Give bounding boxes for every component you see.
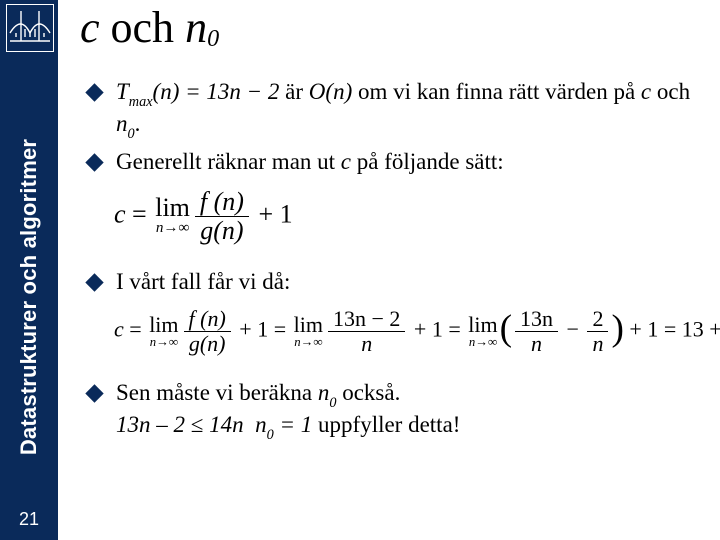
eq2-lim2-top: lim bbox=[294, 314, 323, 336]
bullet-icon bbox=[85, 154, 103, 172]
bridge-logo-icon bbox=[6, 4, 54, 52]
eq2-f3b-num: 2 bbox=[587, 308, 608, 332]
eq1-c: c bbox=[114, 199, 126, 228]
b2-a: Generellt räknar man ut bbox=[116, 149, 341, 174]
eq2-f1-num: f (n) bbox=[184, 308, 231, 332]
b1-eq: = 13n − 2 bbox=[179, 79, 279, 104]
bullet-icon bbox=[85, 83, 103, 101]
eq2-f2-num-t: 13n − 2 bbox=[333, 306, 400, 331]
eq2-frac3a: 13nn bbox=[515, 308, 558, 355]
eq1-lim-sub: n→∞ bbox=[155, 221, 190, 236]
body: Tmax(n) = 13n − 2 är O(n) om vi kan finn… bbox=[88, 78, 700, 449]
eq1-lim: limn→∞ bbox=[155, 195, 190, 236]
bullet-4: Sen måste vi beräkna n0 också. 13n – 2 ≤… bbox=[88, 379, 700, 443]
eq2-c: c bbox=[114, 316, 124, 341]
title-n: n bbox=[185, 3, 207, 52]
b4-l1b: också. bbox=[336, 380, 400, 405]
eq2-minus: − bbox=[561, 316, 584, 341]
b1-c: c bbox=[641, 79, 651, 104]
bullet-2: Generellt räknar man ut c på följande sä… bbox=[88, 148, 700, 176]
eq2-p3: + 1 bbox=[624, 316, 658, 341]
b4-n: n bbox=[318, 380, 330, 405]
eq2-lim3-top: lim bbox=[468, 314, 497, 336]
b2-b: på följande sätt: bbox=[351, 149, 504, 174]
eq2-p2: + 1 bbox=[408, 316, 442, 341]
eq2-frac2: 13n − 2n bbox=[328, 308, 405, 355]
b1-dot: . bbox=[135, 111, 141, 136]
sidebar: Datastrukturer och algoritmer 21 bbox=[0, 0, 58, 540]
b2-c: c bbox=[341, 149, 351, 174]
bullet-3: I vårt fall får vi då: bbox=[88, 268, 700, 296]
eq2-e3: = bbox=[443, 316, 466, 341]
eq2-f1-den: g(n) bbox=[184, 332, 231, 355]
eq1-num: f (n) bbox=[195, 189, 249, 217]
rparen-icon: ) bbox=[611, 314, 623, 344]
eq2-lim2: limn→∞ bbox=[294, 314, 323, 349]
b4-l2b: 14n bbox=[209, 412, 244, 437]
bullet-1: Tmax(n) = 13n − 2 är O(n) om vi kan finn… bbox=[88, 78, 700, 142]
equation-1: c = limn→∞f (n)g(n) + 1 bbox=[114, 189, 700, 244]
eq1-eq: = bbox=[126, 199, 154, 228]
eq2-lim3-sub: n→∞ bbox=[468, 336, 497, 349]
b4-n0: 0 bbox=[329, 395, 336, 411]
title-c: c bbox=[80, 3, 100, 52]
b1-T: T bbox=[116, 79, 129, 104]
eq2-lim3: limn→∞ bbox=[468, 314, 497, 349]
equation-2: c = limn→∞f (n)g(n) + 1 = limn→∞13n − 2n… bbox=[114, 308, 700, 355]
eq2-f3a-den: n bbox=[515, 332, 558, 355]
b3-text: I vårt fall får vi då: bbox=[116, 269, 290, 294]
eq1-frac: f (n)g(n) bbox=[195, 189, 249, 244]
b1-n: n bbox=[116, 111, 128, 136]
eq1-den: g(n) bbox=[195, 217, 249, 244]
eq2-f3a-num: 13n bbox=[515, 308, 558, 332]
slide-title: c och n0 bbox=[80, 2, 219, 53]
eq2-f2-den: n bbox=[328, 332, 405, 355]
b4-l2a: 13n – 2 bbox=[116, 412, 185, 437]
b4-le: ≤ bbox=[185, 412, 209, 437]
b4-gap bbox=[244, 412, 250, 437]
eq2-lim1-top: lim bbox=[149, 314, 178, 336]
eq2-frac1: f (n)g(n) bbox=[184, 308, 231, 355]
b4-l2d: uppfyller detta! bbox=[312, 412, 460, 437]
title-och: och bbox=[100, 3, 186, 52]
eq2-p1: + 1 bbox=[234, 316, 268, 341]
eq1-lim-top: lim bbox=[155, 195, 190, 221]
bullet-icon bbox=[85, 273, 103, 291]
b1-n0: 0 bbox=[128, 126, 135, 142]
b1-max: max bbox=[129, 94, 153, 110]
eq2-f2-num: 13n − 2 bbox=[328, 308, 405, 332]
eq2-f3b-den: n bbox=[587, 332, 608, 355]
title-sub0: 0 bbox=[207, 25, 219, 52]
eq2-lim1-sub: n→∞ bbox=[149, 336, 178, 349]
b4-n2: n bbox=[255, 412, 267, 437]
page-number: 21 bbox=[0, 509, 58, 530]
eq2-e2: = bbox=[268, 316, 291, 341]
b1-fn: (n) bbox=[153, 79, 180, 104]
b1-och: och bbox=[651, 79, 690, 104]
bullet-icon bbox=[85, 384, 103, 402]
eq2-lim2-sub: n→∞ bbox=[294, 336, 323, 349]
sidebar-title: Datastrukturer och algoritmer bbox=[16, 139, 42, 455]
eq1-plus1: + 1 bbox=[252, 199, 293, 228]
content-area: c och n0 Tmax(n) = 13n − 2 är O(n) om vi… bbox=[58, 0, 720, 540]
b4-l2c: = 1 bbox=[274, 412, 313, 437]
b1-rest: om vi kan finna rätt värden på bbox=[352, 79, 641, 104]
slide: Datastrukturer och algoritmer 21 c och n… bbox=[0, 0, 720, 540]
b1-ar: är bbox=[279, 79, 308, 104]
eq2-frac3b: 2n bbox=[587, 308, 608, 355]
b1-On: O(n) bbox=[309, 79, 352, 104]
lparen-icon: ( bbox=[500, 314, 512, 344]
eq2-final: = 13 + 1 = 14 bbox=[658, 316, 720, 341]
eq2-lim1: limn→∞ bbox=[149, 314, 178, 349]
eq2-eq: = bbox=[124, 316, 147, 341]
b4-n02: 0 bbox=[267, 427, 274, 443]
b4-l1a: Sen måste vi beräkna bbox=[116, 380, 318, 405]
